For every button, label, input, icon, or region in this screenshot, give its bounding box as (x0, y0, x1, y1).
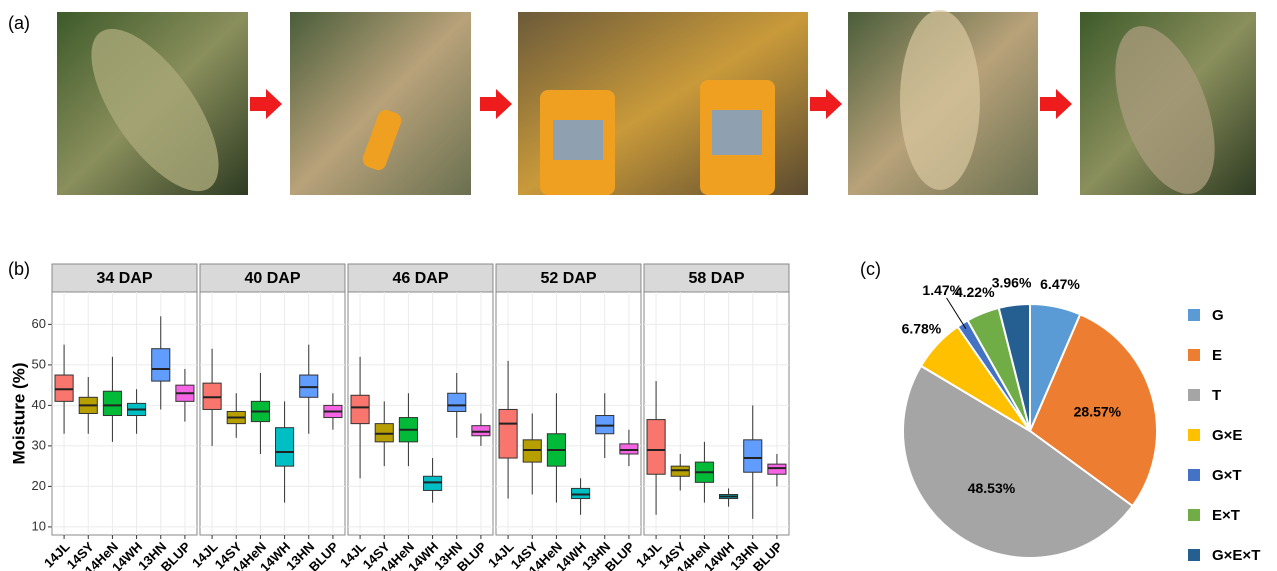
panel-label: (c) (860, 259, 881, 279)
legend-label: E×T (1212, 507, 1240, 524)
facet-title: 46 DAP (392, 270, 448, 287)
legend-label: G×E×T (1212, 547, 1260, 564)
box (152, 349, 170, 381)
y-tick-label: 30 (32, 437, 46, 452)
box (768, 464, 786, 474)
slice-label: 6.47% (1040, 276, 1080, 292)
panel-label: (b) (8, 259, 30, 279)
box (375, 424, 393, 442)
legend-swatch (1188, 469, 1200, 481)
photo-strip (57, 9, 1256, 211)
box (424, 476, 442, 490)
arrow (1040, 89, 1072, 119)
facet-title: 34 DAP (96, 270, 152, 287)
box (671, 466, 689, 476)
box (448, 393, 466, 411)
facet-title: 58 DAP (688, 270, 744, 287)
legend-swatch (1188, 509, 1200, 521)
box (300, 375, 318, 397)
box (203, 383, 221, 409)
box (276, 428, 294, 466)
panel (52, 292, 197, 535)
legend-swatch (1188, 309, 1200, 321)
legend-swatch (1188, 549, 1200, 561)
box (499, 409, 517, 458)
box (647, 420, 665, 475)
box (620, 444, 638, 454)
box (472, 426, 490, 436)
meter-screen (553, 120, 603, 160)
panel (644, 292, 789, 535)
box (744, 440, 762, 472)
legend-swatch (1188, 389, 1200, 401)
box (523, 440, 541, 462)
slice-label: 3.96% (992, 274, 1032, 290)
box (572, 488, 590, 498)
legend-label: G×T (1212, 467, 1242, 484)
legend-label: G×E (1212, 427, 1242, 444)
legend-swatch (1188, 349, 1200, 361)
facet-title: 40 DAP (244, 270, 300, 287)
y-tick-label: 50 (32, 356, 46, 371)
y-tick-label: 10 (32, 518, 46, 533)
box (596, 416, 614, 434)
facet-title: 52 DAP (540, 270, 596, 287)
box (103, 391, 121, 415)
legend-label: T (1212, 387, 1221, 404)
corn-ear (900, 10, 980, 190)
slice-label: 28.57% (1074, 403, 1122, 419)
box (55, 375, 73, 401)
leader-line (947, 298, 966, 329)
arrow (480, 89, 512, 119)
panel-label: (a) (8, 13, 30, 33)
slice-label: 4.22% (955, 284, 995, 300)
arrow (810, 89, 842, 119)
legend-label: G (1212, 307, 1224, 324)
slice-label: 6.78% (902, 320, 942, 336)
y-tick-label: 20 (32, 478, 46, 493)
arrow (250, 89, 282, 119)
panel (200, 292, 345, 535)
slice-label: 48.53% (968, 480, 1016, 496)
panel (348, 292, 493, 535)
legend-swatch (1188, 429, 1200, 441)
meter-screen (712, 110, 762, 155)
y-axis-label: Moisture (%) (9, 363, 28, 465)
legend-label: E (1212, 347, 1222, 364)
y-tick-label: 60 (32, 316, 46, 331)
box (351, 395, 369, 423)
panel (496, 292, 641, 535)
figure: (a) (b) (c) Moisture (%) 10 20 30 40 50 60 34 D… (0, 0, 1277, 571)
y-tick-label: 40 (32, 397, 46, 412)
